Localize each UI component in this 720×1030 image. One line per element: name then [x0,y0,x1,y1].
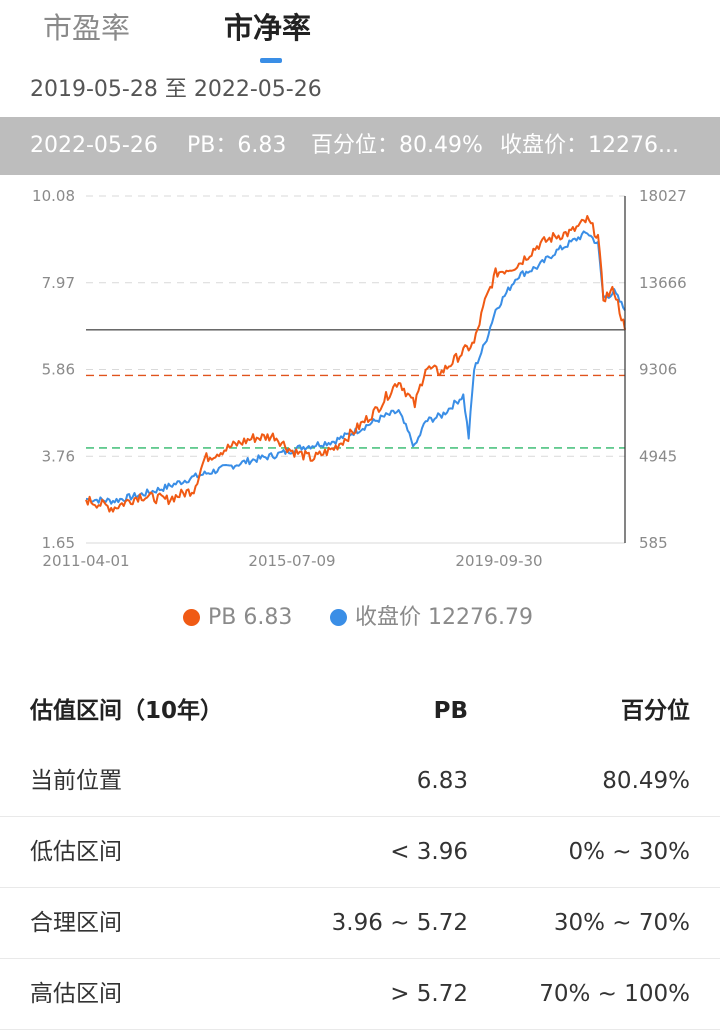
row-pb: < 3.96 [390,839,468,865]
legend-label-close: 收盘价 12276.79 [355,605,533,630]
row-name: 高估区间 [30,981,122,1007]
date-range: 2019-05-28 至 2022-05-26 [30,77,322,102]
y-left-tick-label: 10.08 [32,187,75,205]
chart-legend: PB 6.83 收盘价 12276.79 [0,598,720,638]
y-left-tick-label: 3.76 [42,447,75,465]
chart-gridlines [86,195,625,544]
header-range: 估值区间（10年） [30,698,224,724]
row-pb: 6.83 [416,768,468,794]
tab-pb-ratio[interactable]: 市净率 [224,11,312,45]
row-percentile: 30% ~ 70% [553,910,690,936]
header-percentile: 百分位 [621,698,690,724]
legend-dot-pb-icon [183,609,200,626]
y-left-tick-label: 7.97 [42,274,75,292]
row-percentile: 70% ~ 100% [539,981,690,1007]
info-date: 2022-05-26 [30,133,158,158]
tab-bar: 市盈率 市净率 [0,0,720,63]
row-pb: > 5.72 [390,981,468,1007]
series-line-pb [85,215,626,513]
row-name: 当前位置 [30,768,122,794]
header-pb: PB [433,698,468,724]
y-right-tick-label: 13666 [639,274,687,292]
y-left-tick-label: 1.65 [42,534,75,552]
tab-pe-ratio[interactable]: 市盈率 [43,11,131,45]
axis-ticks: 10.08 18027 7.97 13666 5.86 9306 3.76 4945 1.65 5… [32,187,687,570]
info-pb: PB：6.83 [187,133,287,158]
pb-price-chart[interactable]: 10.08 18027 7.97 13666 5.86 9306 3.76 4945 1.65 5… [0,180,720,580]
table-row: 当前位置 6.83 80.49% [0,746,720,817]
info-percentile: 百分位：80.49% [311,133,483,158]
legend-item-close[interactable]: 收盘价 12276.79 [330,598,533,638]
row-percentile: 80.49% [602,768,690,794]
chart-series [85,215,626,513]
row-pb: 3.96 ~ 5.72 [331,910,468,936]
y-left-tick-label: 5.86 [42,361,75,379]
legend-dot-close-icon [330,609,347,626]
x-tick-label: 2011-04-01 [42,552,129,570]
y-right-tick-label: 9306 [639,361,677,379]
x-tick-label: 2019-09-30 [455,552,542,570]
y-right-tick-label: 585 [639,534,668,552]
tooltip-info-bar: 2022-05-26 PB：6.83 百分位：80.49% 收盘价：12276.… [0,117,720,175]
table-row: 低估区间 < 3.96 0% ~ 30% [0,817,720,888]
table-row: 合理区间 3.96 ~ 5.72 30% ~ 70% [0,888,720,959]
row-name: 合理区间 [30,910,122,936]
reference-lines [86,329,625,449]
info-close-price: 收盘价：12276... [500,133,679,158]
row-name: 低估区间 [30,839,122,865]
valuation-table: 估值区间（10年） PB 百分位 当前位置 6.83 80.49% 低估区间 <… [0,676,720,1030]
series-line-close-price [85,230,626,505]
x-tick-label: 2015-07-09 [248,552,335,570]
table-header: 估值区间（10年） PB 百分位 [0,676,720,746]
table-row: 高估区间 > 5.72 70% ~ 100% [0,959,720,1030]
active-tab-indicator [260,58,282,63]
legend-item-pb[interactable]: PB 6.83 [183,598,292,638]
y-right-tick-label: 4945 [639,447,677,465]
row-percentile: 0% ~ 30% [568,839,690,865]
legend-label-pb: PB 6.83 [208,605,293,630]
y-right-tick-label: 18027 [639,187,687,205]
